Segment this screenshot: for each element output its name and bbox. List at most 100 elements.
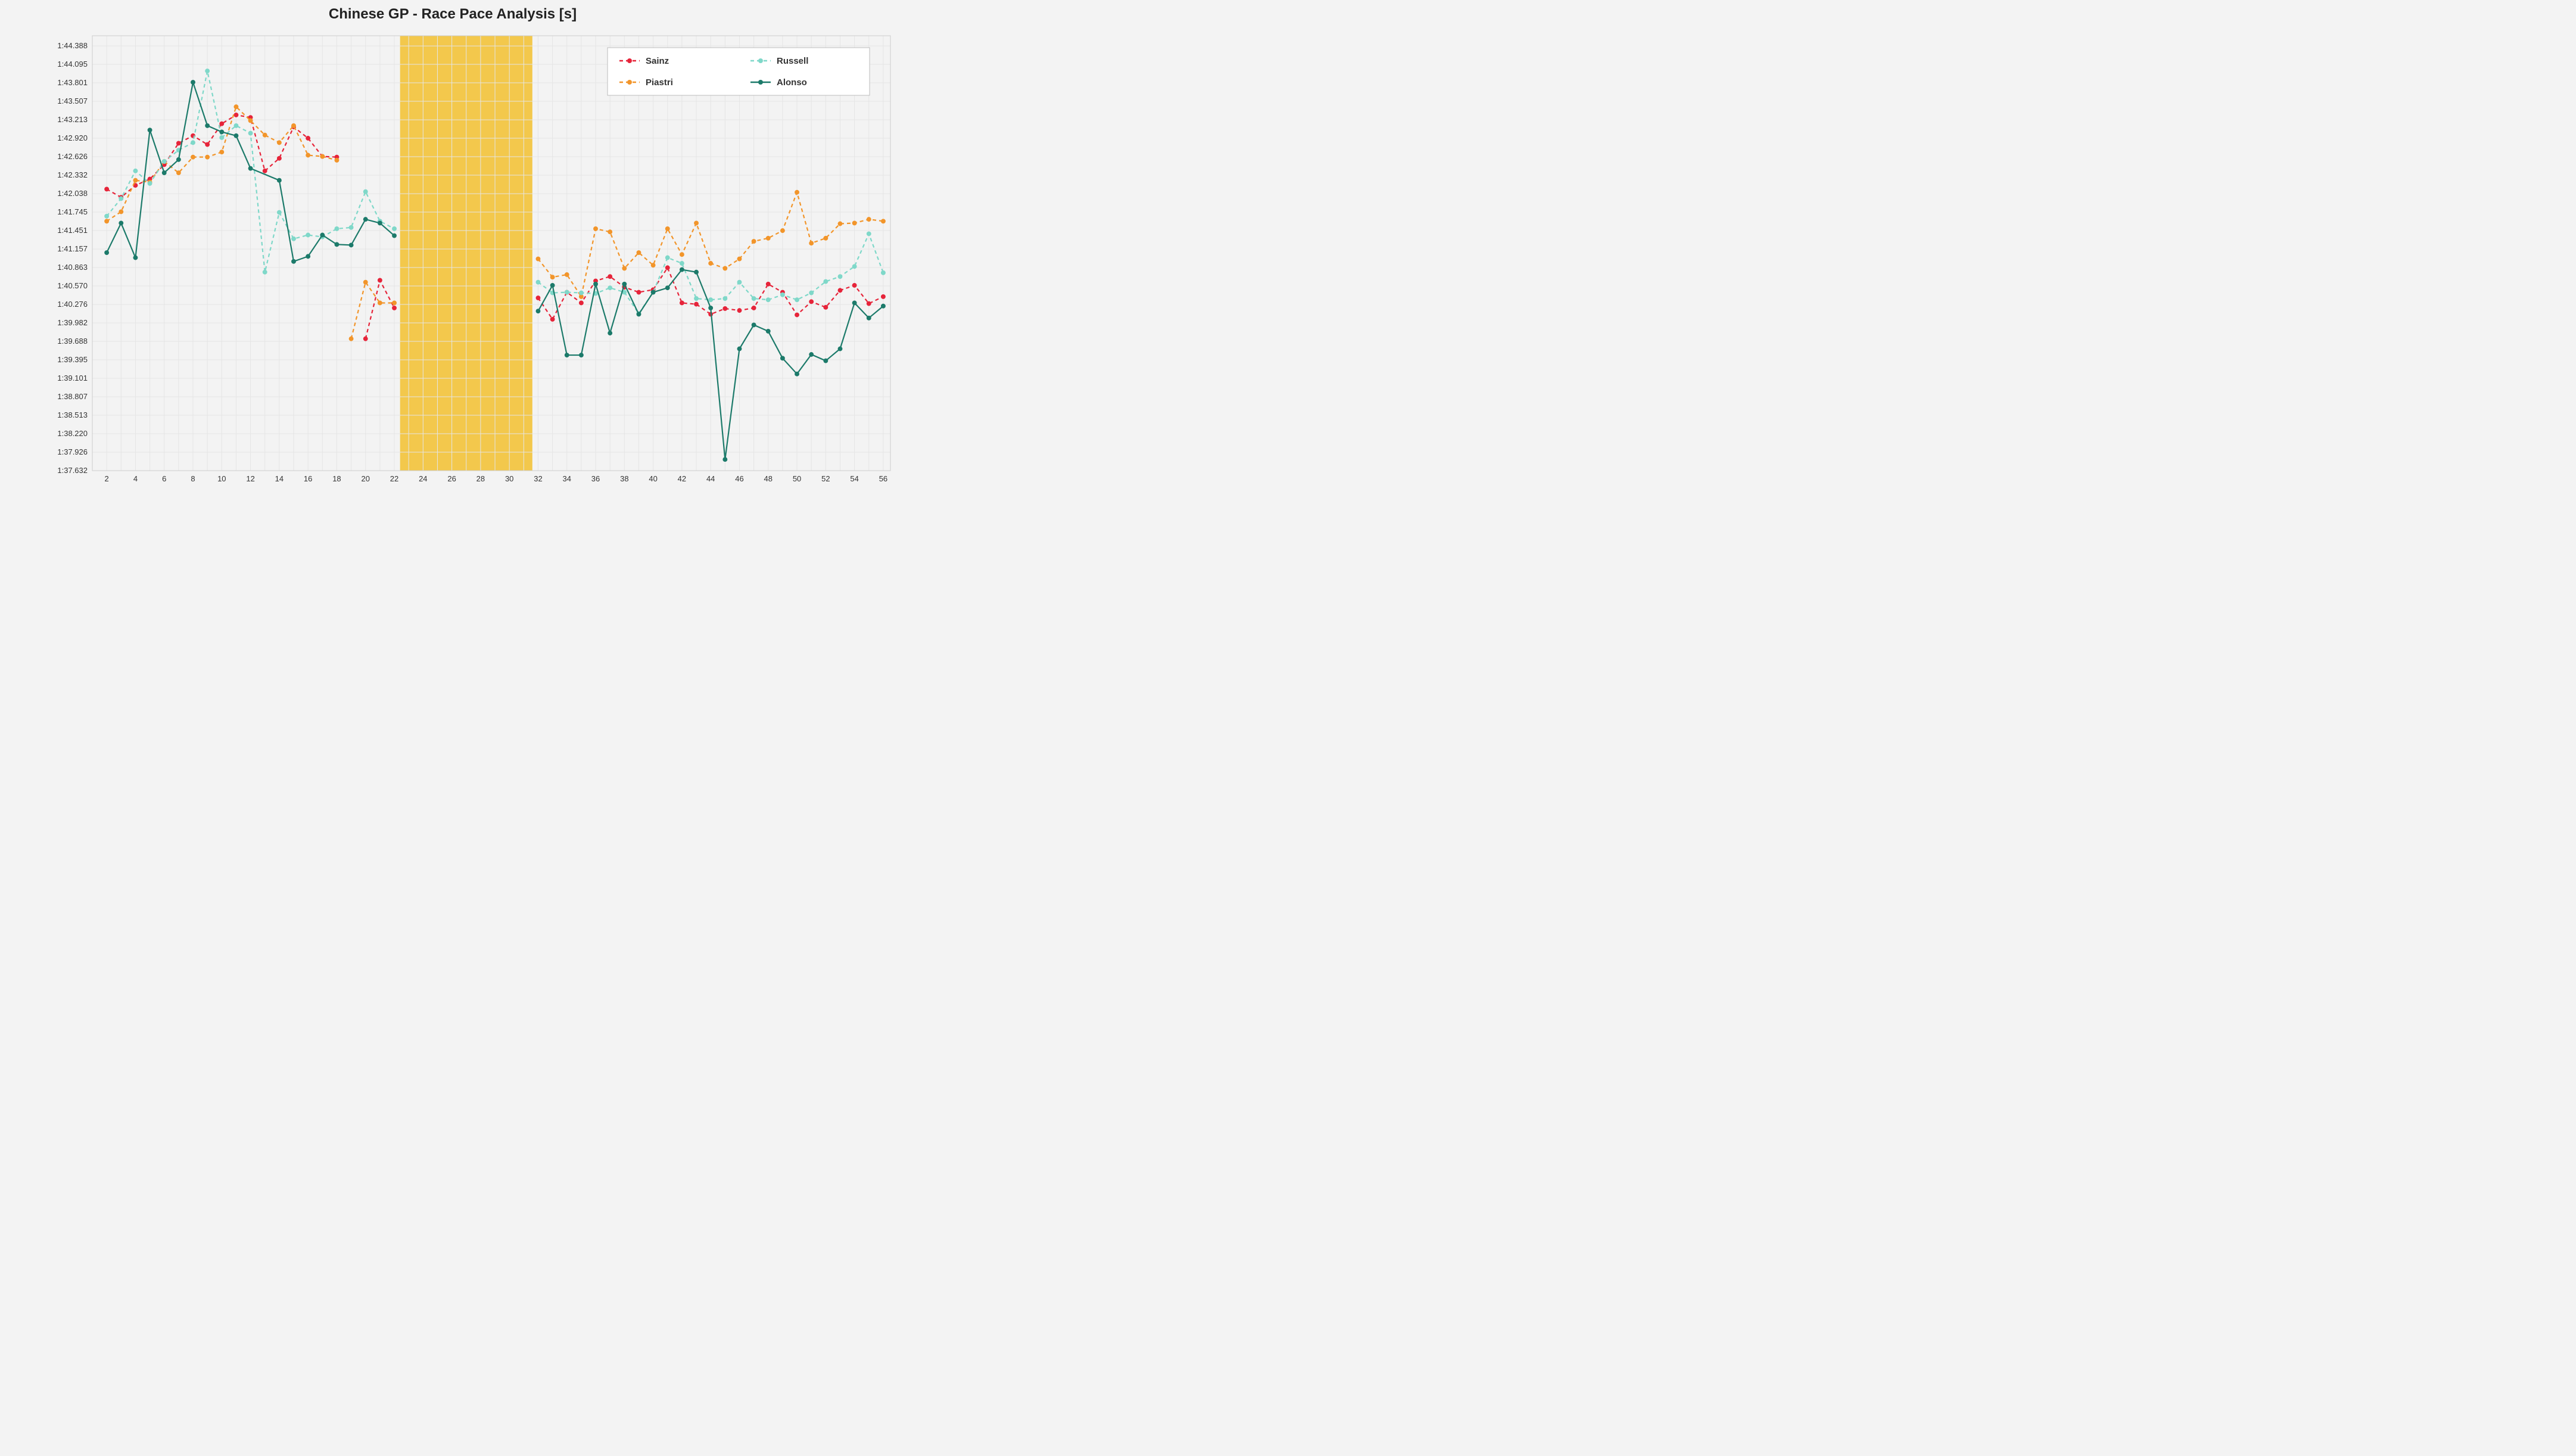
point-piastri (278, 141, 281, 144)
x-tick-label: 24 (419, 474, 427, 483)
point-russell (838, 275, 842, 278)
x-tick-label: 48 (764, 474, 773, 483)
point-alonso (795, 372, 799, 376)
point-sainz (737, 309, 741, 312)
point-alonso (234, 134, 238, 138)
y-tick-label: 1:37.632 (57, 466, 88, 475)
point-alonso (335, 242, 338, 246)
point-piastri (550, 275, 554, 279)
point-sainz (393, 306, 396, 310)
point-piastri (867, 217, 871, 221)
x-tick-label: 44 (706, 474, 715, 483)
point-sainz (234, 113, 238, 117)
point-russell (565, 290, 569, 294)
point-alonso (278, 179, 281, 182)
x-tick-label: 42 (678, 474, 686, 483)
legend-marker (758, 80, 763, 85)
y-tick-label: 1:42.332 (57, 170, 88, 179)
point-russell (666, 256, 669, 259)
point-piastri (349, 337, 353, 340)
point-alonso (306, 254, 310, 258)
point-sainz (220, 122, 223, 126)
x-tick-label: 36 (591, 474, 600, 483)
x-tick-label: 2 (105, 474, 109, 483)
point-piastri (795, 191, 799, 194)
point-piastri (580, 295, 583, 298)
point-sainz (263, 169, 267, 173)
y-tick-label: 1:43.507 (57, 97, 88, 105)
y-tick-label: 1:42.038 (57, 189, 88, 198)
y-tick-label: 1:38.513 (57, 410, 88, 419)
point-alonso (852, 301, 856, 304)
point-piastri (824, 237, 827, 240)
point-russell (263, 270, 267, 274)
point-sainz (550, 318, 554, 321)
point-piastri (320, 154, 324, 158)
point-russell (737, 280, 741, 284)
point-piastri (177, 171, 180, 175)
point-russell (148, 182, 151, 185)
x-tick-label: 6 (162, 474, 166, 483)
legend-label: Piastri (646, 77, 673, 88)
race-pace-chart: Chinese GP - Race Pace Analysis [s] 1:37… (0, 0, 905, 489)
point-piastri (393, 301, 396, 304)
point-piastri (767, 237, 770, 240)
point-russell (680, 262, 684, 265)
point-russell (867, 232, 871, 235)
point-piastri (119, 210, 123, 213)
x-tick-label: 28 (476, 474, 485, 483)
y-tick-label: 1:43.801 (57, 78, 88, 87)
point-sainz (767, 282, 770, 286)
point-sainz (666, 266, 669, 269)
point-russell (292, 237, 295, 241)
point-piastri (737, 257, 741, 260)
point-sainz (608, 275, 612, 278)
point-sainz (881, 295, 885, 298)
point-russell (580, 291, 583, 294)
point-piastri (335, 158, 338, 162)
point-sainz (105, 187, 108, 191)
point-piastri (594, 227, 597, 231)
legend-label: Russell (777, 56, 808, 66)
point-piastri (781, 229, 784, 232)
point-alonso (191, 80, 195, 84)
point-sainz (809, 300, 813, 303)
point-russell (364, 189, 367, 193)
point-sainz (278, 157, 281, 160)
point-sainz (536, 296, 540, 300)
legend-marker (758, 58, 763, 63)
point-piastri (234, 105, 238, 108)
point-piastri (752, 239, 755, 243)
point-piastri (378, 301, 382, 304)
point-alonso (580, 353, 583, 357)
point-piastri (709, 262, 712, 265)
point-alonso (105, 251, 108, 254)
point-russell (234, 124, 238, 127)
point-alonso (119, 221, 123, 225)
point-alonso (752, 323, 755, 326)
x-tick-label: 38 (620, 474, 628, 483)
y-tick-label: 1:39.688 (57, 337, 88, 346)
point-piastri (622, 266, 626, 270)
point-sainz (838, 288, 842, 292)
x-tick-label: 54 (850, 474, 858, 483)
point-piastri (220, 150, 223, 154)
point-alonso (163, 171, 166, 175)
point-sainz (580, 301, 583, 304)
point-alonso (723, 458, 727, 461)
point-russell (781, 293, 784, 297)
point-russell (752, 297, 755, 300)
point-russell (349, 226, 353, 229)
point-alonso (737, 347, 741, 350)
legend-label: Alonso (777, 77, 807, 88)
point-sainz (378, 278, 382, 282)
point-russell (133, 169, 137, 173)
point-russell (119, 197, 123, 200)
y-tick-label: 1:44.388 (57, 41, 88, 50)
point-sainz (306, 136, 310, 140)
point-piastri (191, 155, 195, 158)
point-piastri (608, 230, 612, 234)
point-alonso (594, 282, 597, 286)
point-sainz (364, 337, 367, 340)
y-tick-label: 1:37.926 (57, 447, 88, 456)
